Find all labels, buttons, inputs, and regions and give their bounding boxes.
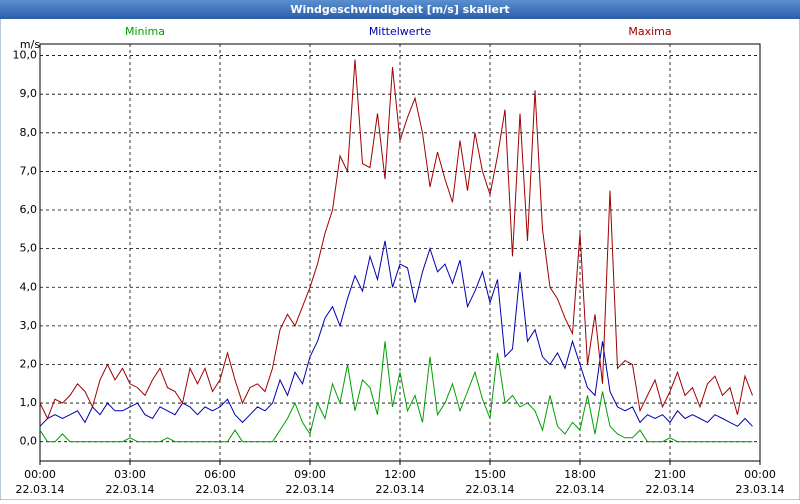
x-tick-label: 18:00 — [564, 468, 596, 481]
x-tick-label: 00:00 — [24, 468, 56, 481]
x-tick-label: 00:00 — [744, 468, 776, 481]
x-tick-date: 22.03.14 — [106, 483, 155, 496]
y-axis-label: m/s — [20, 38, 40, 51]
x-tick-label: 12:00 — [384, 468, 416, 481]
y-tick-label: 3,0 — [20, 319, 38, 332]
chart-title: Windgeschwindigkeit [m/s] skaliert — [290, 3, 509, 16]
y-tick-label: 7,0 — [20, 164, 38, 177]
y-tick-label: 4,0 — [20, 280, 38, 293]
x-tick-date: 22.03.14 — [556, 483, 605, 496]
y-tick-label: 10,0 — [13, 49, 38, 62]
x-tick-date: 23.03.14 — [736, 483, 785, 496]
legend-entry: Mittelwerte — [369, 25, 432, 38]
x-tick-date: 22.03.14 — [286, 483, 335, 496]
series-line — [39, 240, 753, 427]
x-tick-date: 22.03.14 — [466, 483, 515, 496]
x-tick-label: 06:00 — [204, 468, 236, 481]
y-tick-label: 1,0 — [20, 396, 38, 409]
y-tick-label: 5,0 — [20, 242, 38, 255]
y-tick-label: 9,0 — [20, 87, 38, 100]
x-tick-date: 22.03.14 — [376, 483, 425, 496]
x-tick-date: 22.03.14 — [196, 483, 245, 496]
series-line — [39, 59, 753, 420]
plot-area — [39, 43, 761, 462]
legend-entry: Minima — [125, 25, 165, 38]
title-bar — [0, 0, 800, 19]
x-tick-label: 21:00 — [654, 468, 686, 481]
series-line — [39, 341, 753, 443]
legend-entry: Maxima — [628, 25, 671, 38]
y-tick-label: 0,0 — [20, 435, 38, 448]
x-tick-label: 03:00 — [114, 468, 146, 481]
x-tick-date: 22.03.14 — [646, 483, 695, 496]
y-tick-label: 8,0 — [20, 126, 38, 139]
y-tick-label: 2,0 — [20, 357, 38, 370]
x-tick-label: 09:00 — [294, 468, 326, 481]
x-tick-date: 22.03.14 — [16, 483, 65, 496]
x-tick-label: 15:00 — [474, 468, 506, 481]
y-tick-label: 6,0 — [20, 203, 38, 216]
